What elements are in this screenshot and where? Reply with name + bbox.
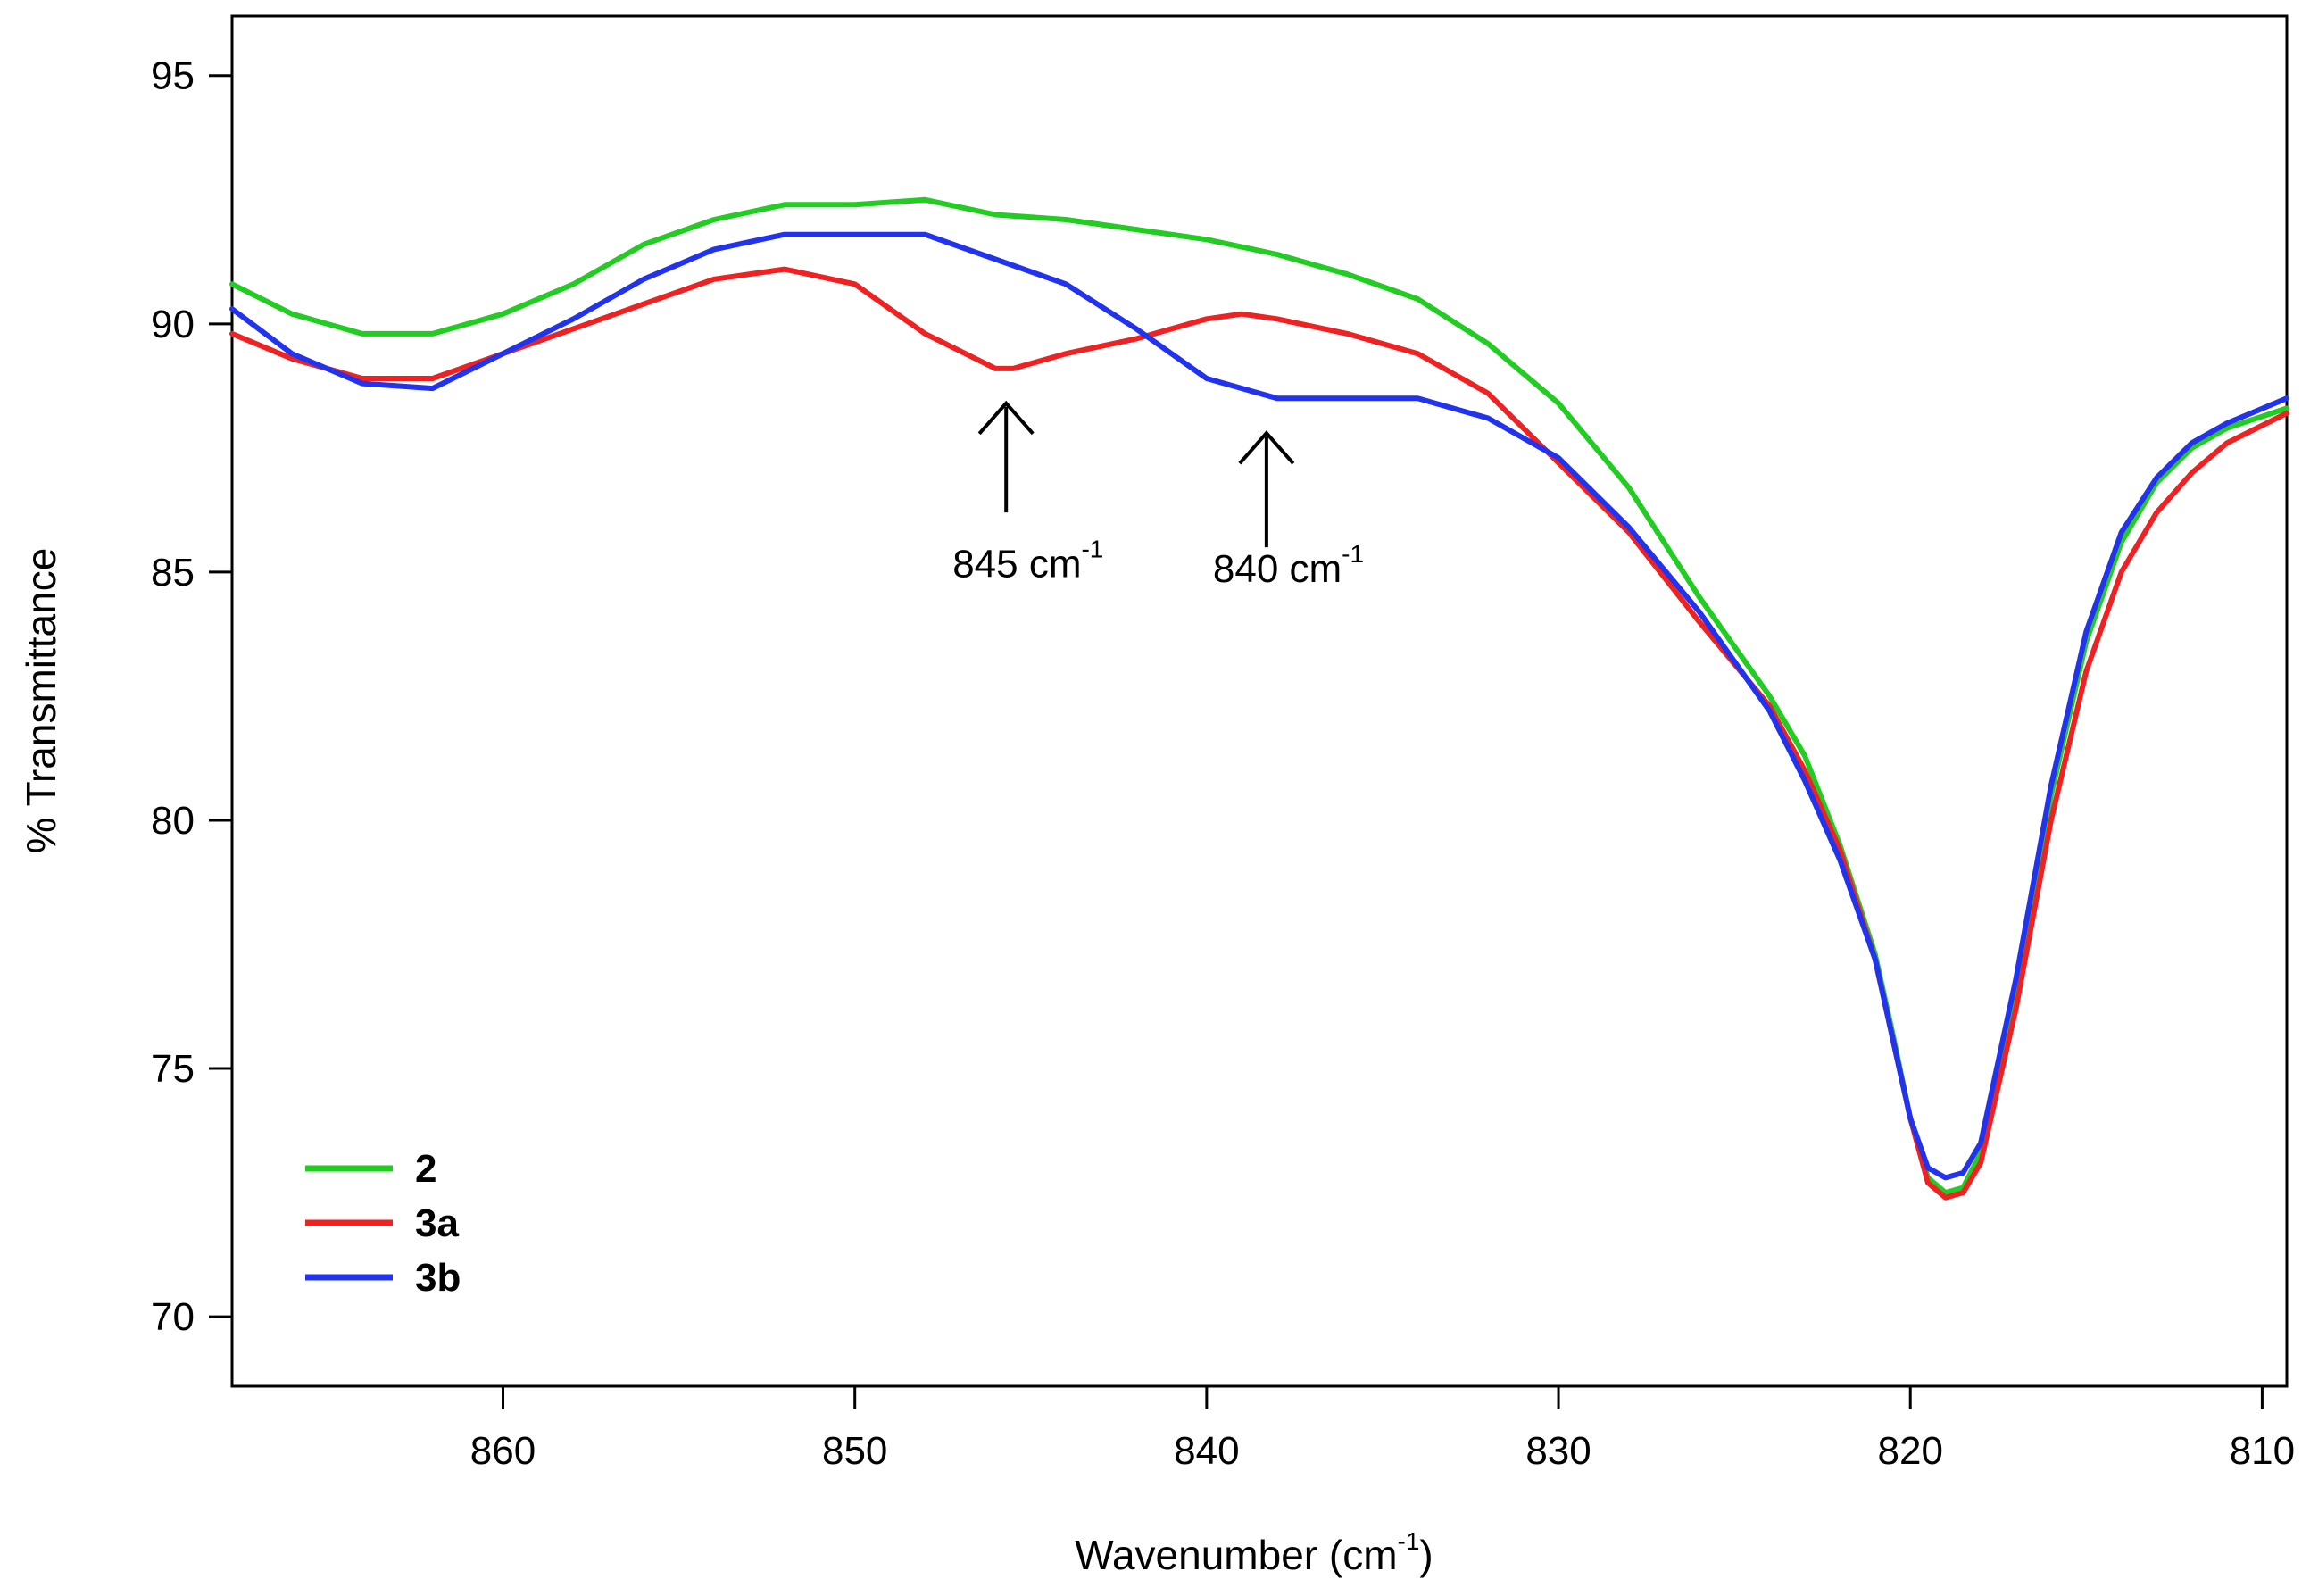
x-tick-label: 850: [822, 1429, 887, 1473]
x-tick-label: 860: [470, 1429, 536, 1473]
legend-label-2: 2: [415, 1147, 436, 1191]
legend-label-3b: 3b: [415, 1256, 461, 1300]
y-tick-label: 70: [151, 1295, 195, 1339]
series-line-3a: [229, 266, 2289, 1201]
annotations: 845 cm-1 840 cm-1: [952, 400, 1364, 591]
annotation-arrowhead: [1238, 430, 1295, 465]
x-tick-label: 820: [1878, 1429, 1943, 1473]
x-axis-title: Wavenumber (cm-1): [1075, 1527, 1433, 1578]
annotation-arrowhead: [977, 400, 1035, 436]
y-tick-label: 95: [151, 54, 195, 98]
x-axis-ticks: 860 850 840 830 820 810: [470, 1386, 2295, 1473]
y-tick-label: 80: [151, 799, 195, 843]
legend-label-3a: 3a: [415, 1201, 459, 1245]
x-axis-title-sup: -1: [1398, 1527, 1420, 1555]
x-tick-label: 810: [2230, 1429, 2295, 1473]
x-axis-title-main: Wavenumber (cm: [1075, 1532, 1397, 1578]
series-lines: [229, 196, 2289, 1201]
plot-frame: [230, 14, 2289, 1388]
annotation-label: 845 cm-1: [952, 535, 1103, 586]
x-axis-title-suffix: ): [1419, 1532, 1433, 1578]
x-tick-label: 840: [1174, 1429, 1239, 1473]
annotation-label: 840 cm-1: [1213, 540, 1364, 591]
y-axis-title: % Transmittance: [18, 548, 64, 854]
y-tick-label: 90: [151, 303, 195, 346]
y-tick-label: 75: [151, 1047, 195, 1091]
series-line-2: [229, 196, 2289, 1196]
y-tick-label: 85: [151, 551, 195, 594]
x-tick-label: 830: [1525, 1429, 1591, 1473]
legend: 2 3a 3b: [305, 1147, 461, 1300]
series-line-3b: [229, 231, 2289, 1181]
y-axis-ticks: 70 75 80 85 90 95: [151, 54, 232, 1339]
